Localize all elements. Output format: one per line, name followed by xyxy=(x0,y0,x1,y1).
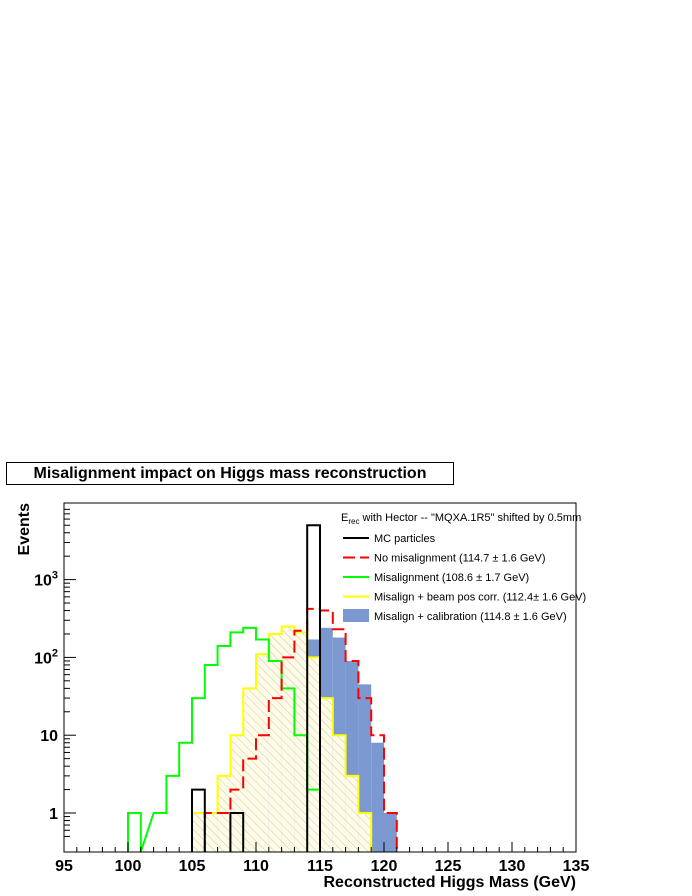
legend-label: No misalignment (114.7 ± 1.6 GeV) xyxy=(374,553,546,565)
histogram-bar xyxy=(345,775,359,852)
histogram-bar xyxy=(320,698,333,852)
legend-header: Erec with Hector -- "MQXA.1R5" shifted b… xyxy=(341,512,581,526)
series-4 xyxy=(191,524,321,852)
legend-label: Misalign + calibration (114.8 ± 1.6 GeV) xyxy=(374,611,567,623)
x-tick-label: 110 xyxy=(243,858,269,875)
histogram-bar xyxy=(268,633,282,852)
legend-label: MC particles xyxy=(374,533,436,545)
legend-entry: MC particles xyxy=(343,533,436,545)
legend: Erec with Hector -- "MQXA.1R5" shifted b… xyxy=(341,512,586,623)
legend-label: Misalignment (108.6 ± 1.7 GeV) xyxy=(374,572,529,584)
y-tick-label: 1 xyxy=(49,806,58,823)
x-tick-label: 95 xyxy=(55,858,73,875)
histogram-bar xyxy=(332,735,346,852)
x-tick-label: 125 xyxy=(435,858,462,875)
y-axis-label: Events xyxy=(16,503,33,556)
series-outline xyxy=(191,524,321,852)
histogram-bar xyxy=(371,742,384,852)
series-1 xyxy=(191,625,373,852)
series-2 xyxy=(127,626,321,853)
histogram-bar xyxy=(256,654,269,852)
series-layer xyxy=(127,524,398,853)
histogram-bar xyxy=(358,813,372,852)
x-axis-label: Reconstructed Higgs Mass (GeV) xyxy=(324,874,577,891)
legend-entry: Misalign + beam pos corr. (112.4± 1.6 Ge… xyxy=(343,592,586,604)
legend-label: Misalign + beam pos corr. (112.4± 1.6 Ge… xyxy=(374,592,586,604)
x-tick-label: 115 xyxy=(307,858,333,875)
histogram-bar xyxy=(204,813,218,852)
histogram-bar xyxy=(192,813,205,852)
histogram-bar xyxy=(384,813,397,852)
y-tick-label: 102 xyxy=(34,647,58,667)
histogram-bar xyxy=(243,688,256,852)
histogram-bar xyxy=(294,632,308,852)
histogram-bar xyxy=(230,735,244,852)
y-tick-label: 103 xyxy=(34,570,58,590)
legend-entry: Misalignment (108.6 ± 1.7 GeV) xyxy=(343,572,529,584)
histogram-bar xyxy=(358,684,372,852)
x-tick-label: 130 xyxy=(499,858,526,875)
chart-title: Misalignment impact on Higgs mass recons… xyxy=(6,462,454,485)
series-outline xyxy=(127,626,321,853)
x-tick-label: 105 xyxy=(179,858,206,875)
legend-swatch xyxy=(343,609,369,622)
legend-entry: No misalignment (114.7 ± 1.6 GeV) xyxy=(343,553,546,565)
histogram-bar xyxy=(281,626,295,852)
y-tick-label: 10 xyxy=(40,728,58,745)
series-outline xyxy=(191,625,373,852)
x-tick-label: 135 xyxy=(563,858,590,875)
x-tick-label: 120 xyxy=(371,858,398,875)
histogram-bar xyxy=(307,657,320,852)
legend-entry: Misalign + calibration (114.8 ± 1.6 GeV) xyxy=(343,609,567,623)
x-tick-label: 100 xyxy=(115,858,142,875)
